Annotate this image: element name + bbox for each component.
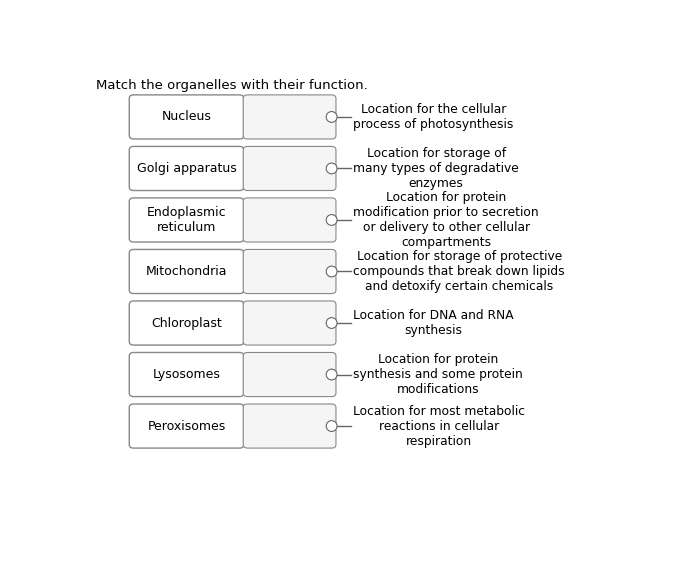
Ellipse shape [326, 214, 337, 225]
FancyBboxPatch shape [243, 404, 336, 448]
Ellipse shape [326, 318, 337, 328]
Text: Location for storage of
many types of degradative
enzymes: Location for storage of many types of de… [354, 147, 519, 190]
Ellipse shape [326, 266, 337, 277]
FancyBboxPatch shape [243, 353, 336, 396]
FancyBboxPatch shape [130, 249, 244, 294]
Text: Match the organelles with their function.: Match the organelles with their function… [96, 79, 368, 92]
FancyBboxPatch shape [130, 198, 244, 242]
Text: Location for protein
synthesis and some protein
modifications: Location for protein synthesis and some … [354, 353, 523, 396]
Ellipse shape [326, 369, 337, 380]
FancyBboxPatch shape [243, 95, 336, 139]
Text: Endoplasmic
reticulum: Endoplasmic reticulum [147, 206, 226, 234]
FancyBboxPatch shape [243, 146, 336, 191]
FancyBboxPatch shape [243, 301, 336, 345]
FancyBboxPatch shape [130, 301, 244, 345]
FancyBboxPatch shape [130, 404, 244, 448]
Ellipse shape [326, 163, 337, 174]
Ellipse shape [326, 112, 337, 122]
Text: Location for DNA and RNA
synthesis: Location for DNA and RNA synthesis [354, 309, 514, 337]
Text: Chloroplast: Chloroplast [151, 316, 222, 329]
Text: Golgi apparatus: Golgi apparatus [136, 162, 237, 175]
Text: Peroxisomes: Peroxisomes [148, 420, 225, 433]
FancyBboxPatch shape [130, 353, 244, 396]
Text: Location for the cellular
process of photosynthesis: Location for the cellular process of pho… [354, 103, 514, 131]
FancyBboxPatch shape [243, 249, 336, 294]
FancyBboxPatch shape [130, 146, 244, 191]
Text: Location for protein
modification prior to secretion
or delivery to other cellul: Location for protein modification prior … [354, 191, 539, 249]
Text: Mitochondria: Mitochondria [146, 265, 228, 278]
Ellipse shape [326, 421, 337, 431]
Text: Location for storage of protective
compounds that break down lipids
and detoxify: Location for storage of protective compo… [354, 250, 565, 293]
Text: Lysosomes: Lysosomes [153, 368, 220, 381]
Text: Location for most metabolic
reactions in cellular
respiration: Location for most metabolic reactions in… [354, 404, 525, 447]
FancyBboxPatch shape [130, 95, 244, 139]
FancyBboxPatch shape [243, 198, 336, 242]
Text: Nucleus: Nucleus [162, 111, 211, 124]
